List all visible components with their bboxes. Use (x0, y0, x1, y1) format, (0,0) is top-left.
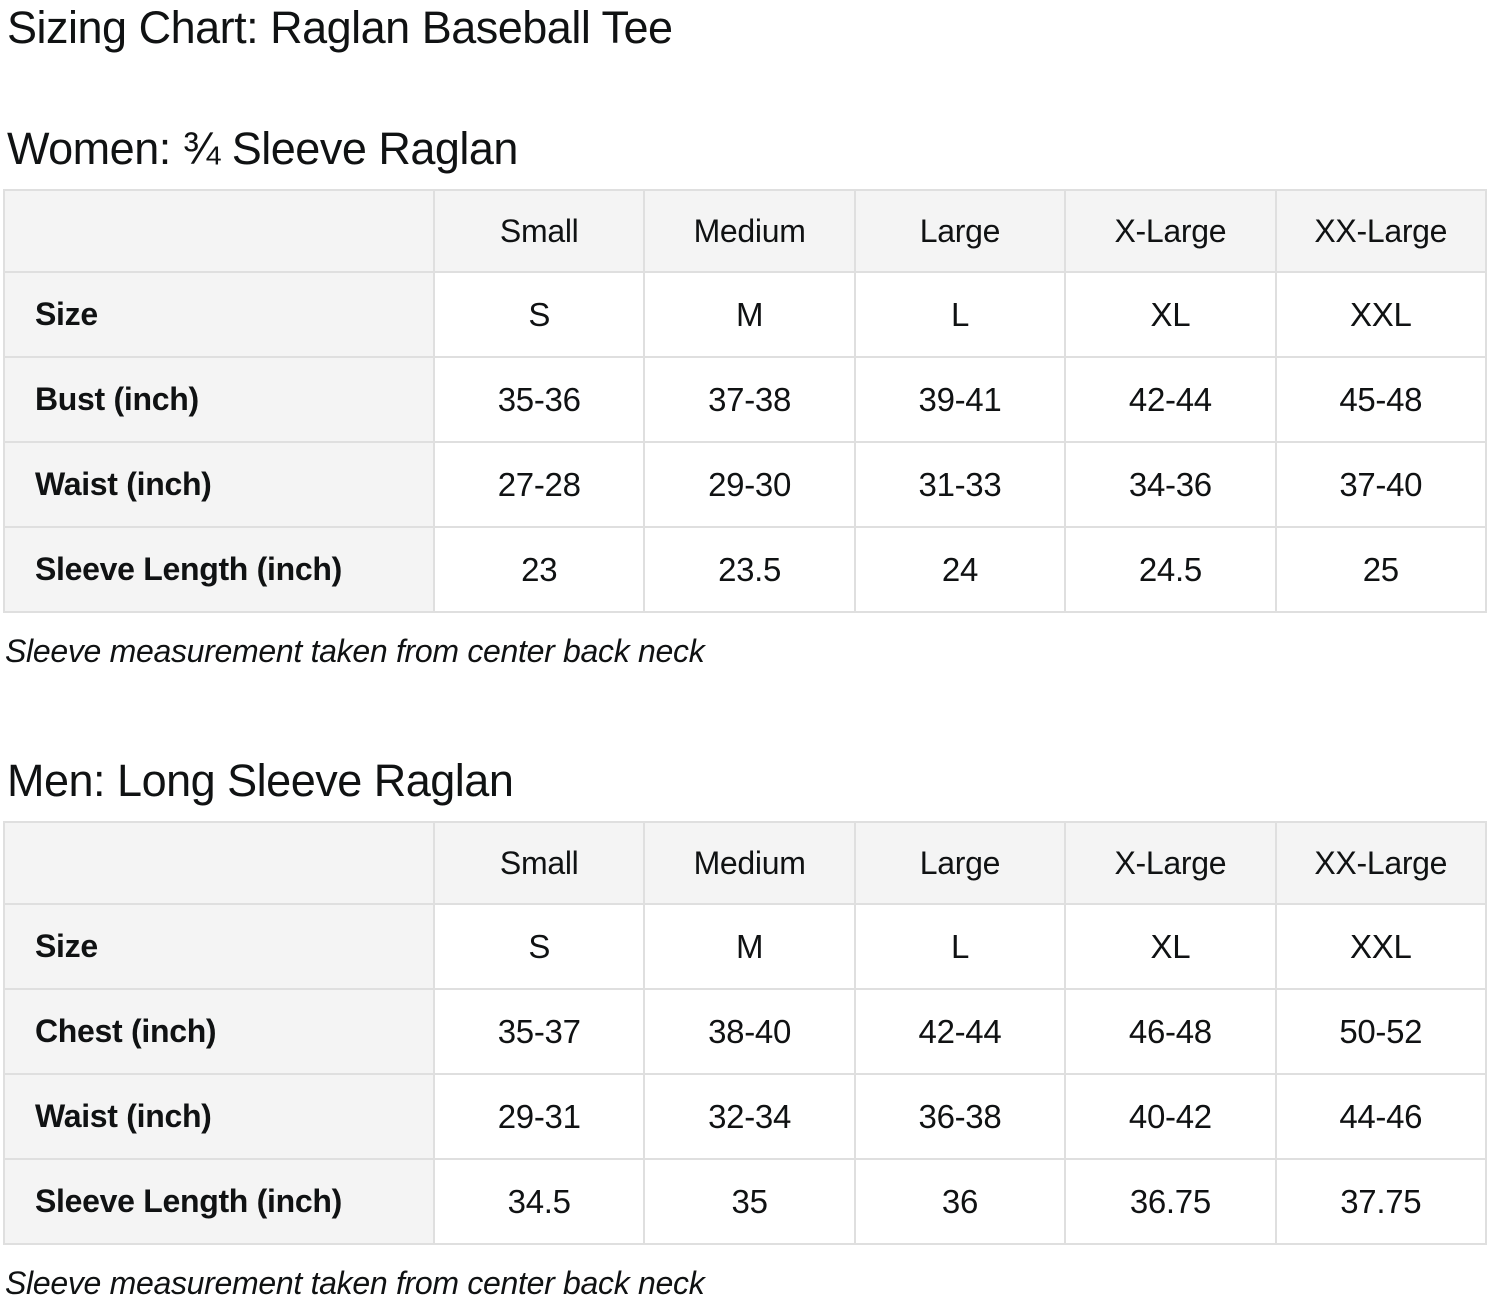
row-header-cell: Waist (inch) (3, 1073, 435, 1160)
value-cell: XXL (1274, 903, 1488, 990)
men-sleeve-row: Sleeve Length (inch) 34.5 35 36 36.75 37… (3, 1158, 1488, 1245)
value-cell: 37-38 (643, 356, 856, 443)
women-section-heading: Women: ¾ Sleeve Raglan (7, 123, 518, 174)
value-cell: 24 (853, 526, 1067, 613)
row-header-cell: Bust (inch) (3, 356, 435, 443)
row-header-cell: Size (3, 903, 435, 990)
row-header-cell: Sleeve Length (inch) (3, 526, 435, 613)
value-cell: 29-30 (643, 441, 856, 528)
column-header-large: Large (853, 189, 1067, 273)
value-cell: 50-52 (1274, 988, 1488, 1075)
value-cell: 37.75 (1274, 1158, 1488, 1245)
value-cell: 37-40 (1274, 441, 1488, 528)
column-header-xlarge: X-Large (1064, 821, 1277, 905)
men-section-heading: Men: Long Sleeve Raglan (7, 755, 514, 806)
men-sizing-table: Small Medium Large X-Large XX-Large Size… (3, 821, 1488, 1245)
value-cell: 35-37 (432, 988, 646, 1075)
value-cell: 23.5 (643, 526, 856, 613)
row-header-cell: Waist (inch) (3, 441, 435, 528)
value-cell: 24.5 (1064, 526, 1277, 613)
men-note: Sleeve measurement taken from center bac… (5, 1265, 705, 1301)
value-cell: 36 (853, 1158, 1067, 1245)
value-cell: 38-40 (643, 988, 856, 1075)
value-cell: S (432, 271, 646, 358)
women-sizing-table: Small Medium Large X-Large XX-Large Size… (3, 189, 1488, 613)
value-cell: 23 (432, 526, 646, 613)
value-cell: 42-44 (1064, 356, 1277, 443)
men-waist-row: Waist (inch) 29-31 32-34 36-38 40-42 44-… (3, 1073, 1488, 1160)
value-cell: 45-48 (1274, 356, 1488, 443)
value-cell: 34-36 (1064, 441, 1277, 528)
value-cell: 35-36 (432, 356, 646, 443)
column-header-xxlarge: XX-Large (1274, 189, 1488, 273)
page-title: Sizing Chart: Raglan Baseball Tee (7, 2, 673, 53)
value-cell: XL (1064, 903, 1277, 990)
row-header-cell: Chest (inch) (3, 988, 435, 1075)
women-waist-row: Waist (inch) 27-28 29-30 31-33 34-36 37-… (3, 441, 1488, 528)
value-cell: 42-44 (853, 988, 1067, 1075)
women-header-row: Small Medium Large X-Large XX-Large (3, 189, 1488, 273)
value-cell: 31-33 (853, 441, 1067, 528)
value-cell: 46-48 (1064, 988, 1277, 1075)
women-size-row: Size S M L XL XXL (3, 271, 1488, 358)
women-note: Sleeve measurement taken from center bac… (5, 633, 705, 669)
column-header-small: Small (432, 189, 646, 273)
column-header-xlarge: X-Large (1064, 189, 1277, 273)
value-cell: L (853, 903, 1067, 990)
value-cell: 36.75 (1064, 1158, 1277, 1245)
value-cell: 40-42 (1064, 1073, 1277, 1160)
women-sleeve-row: Sleeve Length (inch) 23 23.5 24 24.5 25 (3, 526, 1488, 613)
value-cell: 27-28 (432, 441, 646, 528)
value-cell: 36-38 (853, 1073, 1067, 1160)
value-cell: 29-31 (432, 1073, 646, 1160)
corner-cell (3, 189, 435, 273)
column-header-medium: Medium (643, 821, 856, 905)
value-cell: M (643, 271, 856, 358)
row-header-cell: Size (3, 271, 435, 358)
value-cell: XL (1064, 271, 1277, 358)
row-header-cell: Sleeve Length (inch) (3, 1158, 435, 1245)
men-size-row: Size S M L XL XXL (3, 903, 1488, 990)
women-bust-row: Bust (inch) 35-36 37-38 39-41 42-44 45-4… (3, 356, 1488, 443)
value-cell: M (643, 903, 856, 990)
value-cell: 34.5 (432, 1158, 646, 1245)
value-cell: S (432, 903, 646, 990)
value-cell: 39-41 (853, 356, 1067, 443)
value-cell: 32-34 (643, 1073, 856, 1160)
men-chest-row: Chest (inch) 35-37 38-40 42-44 46-48 50-… (3, 988, 1488, 1075)
value-cell: 25 (1274, 526, 1488, 613)
value-cell: L (853, 271, 1067, 358)
value-cell: 35 (643, 1158, 856, 1245)
corner-cell (3, 821, 435, 905)
column-header-large: Large (853, 821, 1067, 905)
value-cell: XXL (1274, 271, 1488, 358)
column-header-medium: Medium (643, 189, 856, 273)
men-header-row: Small Medium Large X-Large XX-Large (3, 821, 1488, 905)
column-header-small: Small (432, 821, 646, 905)
value-cell: 44-46 (1274, 1073, 1488, 1160)
column-header-xxlarge: XX-Large (1274, 821, 1488, 905)
